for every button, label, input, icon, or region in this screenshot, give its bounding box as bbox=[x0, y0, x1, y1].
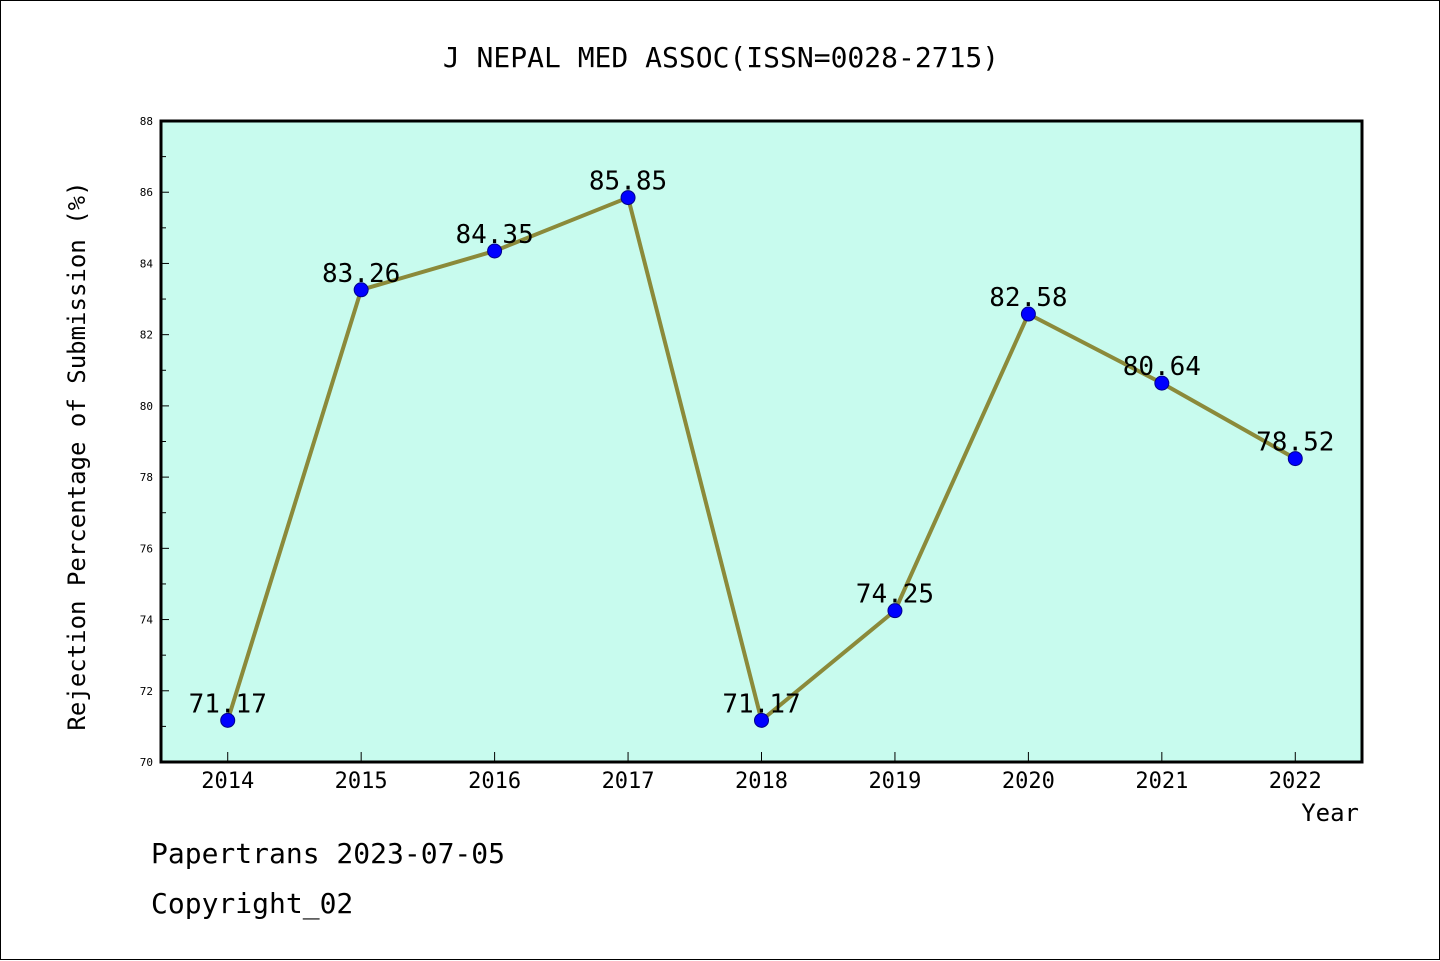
data-point-marker bbox=[353, 282, 369, 298]
x-tick-label: 2020 bbox=[1002, 769, 1055, 794]
y-tick-label: 74 bbox=[140, 614, 154, 627]
y-axis-ticks: 70 72 74 76 78 80 82 84 86 88 bbox=[140, 115, 169, 769]
y-tick-label: 86 bbox=[140, 186, 153, 199]
data-label: 83.26 bbox=[322, 259, 400, 289]
y-tick-label: 72 bbox=[140, 685, 153, 698]
data-labels: 71.17 83.26 84.35 85.85 71.17 74.25 82.58 80.64… bbox=[189, 167, 1335, 720]
data-point-marker bbox=[1287, 451, 1303, 467]
x-axis-ticks: 2014 2015 2016 2017 2018 2019 2020 2021 2022 bbox=[201, 752, 1322, 794]
plot-border bbox=[159, 119, 1364, 764]
y-tick-label: 76 bbox=[140, 542, 153, 555]
footer-source: Papertrans 2023-07-05 bbox=[151, 837, 506, 870]
data-label: 80.64 bbox=[1123, 352, 1201, 382]
y-tick-label: 88 bbox=[140, 115, 153, 128]
x-tick-label: 2022 bbox=[1269, 769, 1322, 794]
y-tick-label: 78 bbox=[140, 471, 153, 484]
data-point-marker bbox=[220, 712, 236, 728]
x-tick-label: 2016 bbox=[468, 769, 521, 794]
data-point-marker bbox=[620, 190, 636, 206]
data-point-marker bbox=[887, 603, 903, 619]
data-label: 78.52 bbox=[1256, 428, 1334, 458]
y-tick-label: 80 bbox=[140, 400, 153, 413]
data-label: 71.17 bbox=[189, 689, 267, 719]
data-point-marker bbox=[1154, 375, 1170, 391]
data-label: 71.17 bbox=[722, 689, 800, 719]
x-axis-label: Year bbox=[1301, 799, 1359, 827]
series-markers bbox=[220, 190, 1303, 728]
y-tick-label: 84 bbox=[140, 257, 154, 270]
x-tick-label: 2015 bbox=[335, 769, 388, 794]
data-label: 74.25 bbox=[856, 580, 934, 610]
x-tick-label: 2021 bbox=[1135, 769, 1188, 794]
y-axis-label: Rejection Percentage of Submission (%) bbox=[63, 181, 91, 730]
plot-background bbox=[161, 121, 1362, 762]
data-point-marker bbox=[1020, 306, 1036, 322]
x-tick-label: 2014 bbox=[201, 769, 254, 794]
data-label: 84.35 bbox=[455, 220, 533, 250]
y-tick-label: 70 bbox=[140, 756, 153, 769]
data-point-marker bbox=[754, 712, 769, 728]
y-tick-label: 82 bbox=[140, 329, 153, 342]
data-point-marker bbox=[487, 243, 503, 259]
data-label: 82.58 bbox=[989, 283, 1067, 313]
chart-title: J NEPAL MED ASSOC(ISSN=0028-2715) bbox=[443, 41, 999, 74]
x-tick-label: 2017 bbox=[602, 769, 655, 794]
data-label: 85.85 bbox=[589, 167, 667, 197]
x-tick-label: 2018 bbox=[735, 769, 788, 794]
x-tick-label: 2019 bbox=[868, 769, 921, 794]
footer-copyright: Copyright_02 bbox=[151, 887, 354, 920]
